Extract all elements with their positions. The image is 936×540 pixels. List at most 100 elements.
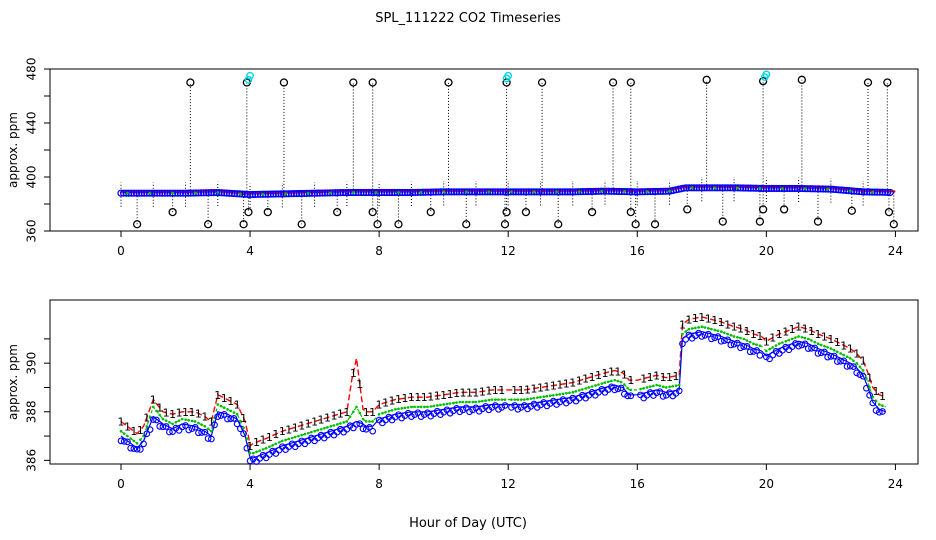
bottom-green-point [193, 420, 197, 423]
bottom-x-tick-label: 20 [759, 477, 774, 491]
top-blue-point [220, 189, 228, 197]
top-blue-point [499, 188, 507, 196]
top-blue-point [860, 188, 869, 196]
top-blue-point [251, 190, 259, 199]
top-green-point [713, 186, 717, 190]
bottom-green-point [813, 340, 817, 344]
bottom-green-point [806, 337, 810, 341]
bottom-red-mark: 1 [382, 397, 389, 410]
top-high-spike-point [797, 75, 806, 84]
bottom-y-tick-label: 388 [25, 400, 39, 423]
x-axis-label: Hour of Day (UTC) [409, 516, 527, 531]
bottom-green-point [248, 451, 252, 455]
bottom-green-point [419, 405, 423, 409]
bottom-red-mark: 1 [569, 377, 576, 390]
top-green-point [193, 191, 197, 195]
bottom-blue-point [746, 348, 754, 356]
bottom-green-point [568, 391, 571, 395]
top-blue-point [277, 190, 285, 198]
top-blue-point [316, 189, 324, 197]
top-blue-point [161, 189, 169, 197]
bottom-green-point [484, 399, 487, 402]
top-low-spike-point [755, 217, 765, 226]
top-blue-point [809, 185, 817, 193]
top-blue-point [664, 187, 672, 195]
bottom-blue-point [511, 402, 519, 409]
top-blue-point [561, 188, 569, 196]
bottom-green-point [171, 422, 174, 426]
bottom-blue-point [240, 430, 247, 437]
bottom-green-point [497, 398, 500, 401]
top-green-point [148, 191, 152, 195]
bottom-green-point [368, 420, 371, 423]
bottom-red-mark: 1 [731, 321, 738, 334]
top-blue-point [767, 184, 776, 193]
bottom-blue-point [369, 427, 377, 435]
top-blue-point [295, 189, 303, 198]
top-blue-point [458, 188, 466, 196]
top-blue-point [158, 189, 166, 197]
bottom-green-point [561, 392, 565, 396]
bottom-blue-point [617, 384, 625, 392]
bottom-red-mark: 1 [660, 371, 667, 384]
bottom-green-point [206, 427, 210, 431]
top-blue-point [695, 184, 703, 192]
bottom-green-point [600, 382, 604, 385]
top-blue-point [517, 188, 525, 196]
bottom-red-mark: 1 [453, 387, 460, 400]
top-blue-point [791, 184, 799, 193]
bottom-green-point [723, 331, 726, 335]
bottom-green-point [300, 433, 303, 437]
top-high-spike-point [863, 78, 873, 87]
bottom-green-point [151, 405, 155, 409]
bottom-green-point [629, 388, 633, 392]
bottom-blue-point [801, 340, 809, 348]
top-blue-point [483, 188, 492, 196]
top-blue-point [429, 188, 437, 196]
top-blue-point [243, 190, 252, 198]
top-blue-point [450, 188, 458, 196]
bottom-blue-point [814, 350, 822, 357]
bottom-blue-point [682, 336, 690, 343]
bottom-green-point [348, 415, 352, 418]
bottom-blue-point [195, 429, 202, 437]
bottom-red-mark: 1 [750, 328, 757, 341]
bottom-green-point [177, 419, 181, 422]
bottom-green-point [781, 341, 784, 344]
bottom-green-point [558, 392, 562, 396]
bottom-red-mark: 1 [795, 321, 802, 334]
top-blue-point [873, 188, 881, 196]
bottom-green-point [413, 405, 416, 409]
bottom-green-point [490, 398, 494, 401]
top-blue-point [878, 188, 887, 196]
bottom-green-point [652, 384, 655, 388]
bottom-green-point [690, 327, 694, 330]
bottom-red-mark: 1 [582, 373, 589, 386]
bottom-blue-point [756, 352, 764, 359]
bottom-red-mark: 1 [208, 415, 215, 428]
bottom-green-point [648, 385, 652, 388]
top-blue-point [548, 188, 556, 196]
top-blue-point [362, 188, 370, 197]
bottom-red-mark: 1 [808, 325, 815, 338]
top-blue-point [512, 188, 520, 196]
top-blue-point [868, 188, 876, 196]
top-blue-point [445, 188, 453, 196]
bottom-green-point [397, 407, 400, 411]
bottom-red-mark: 1 [214, 389, 221, 402]
top-blue-point [230, 189, 239, 198]
bottom-blue-point [624, 392, 631, 400]
top-blue-point [246, 190, 254, 199]
top-blue-point [427, 188, 435, 196]
bottom-green-point [164, 419, 168, 422]
bottom-blue-point [766, 355, 773, 363]
bottom-blue-point [127, 444, 135, 452]
bottom-red-mark: 1 [589, 371, 596, 384]
top-axes: 0 4 8 12 16 20 24 360 400 440 480 [25, 58, 904, 258]
bottom-red-mark: 1 [595, 369, 602, 382]
top-blue-point [365, 188, 373, 197]
top-blue-point [199, 189, 208, 197]
bottom-red-mark: 1 [201, 411, 208, 424]
bottom-green-point [752, 342, 755, 346]
bottom-y-axis-label: approx. ppm [6, 344, 20, 420]
